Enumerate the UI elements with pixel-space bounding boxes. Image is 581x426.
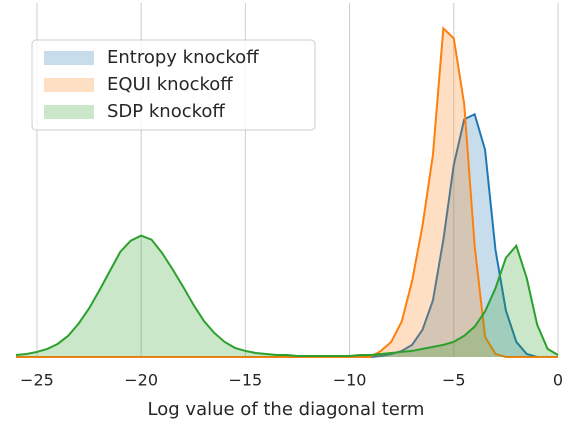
legend-swatch bbox=[44, 51, 94, 65]
legend-label: Entropy knockoff bbox=[107, 47, 259, 68]
legend-label: SDP knockoff bbox=[107, 101, 225, 122]
line bbox=[16, 26, 558, 358]
x-tick-label: 0 bbox=[553, 371, 563, 390]
x-tick-label: −10 bbox=[333, 371, 367, 390]
legend-swatch bbox=[44, 78, 94, 92]
legend-swatch bbox=[44, 105, 94, 119]
area bbox=[16, 28, 558, 357]
line bbox=[15, 234, 559, 357]
x-axis-label: Log value of the diagonal term bbox=[148, 399, 425, 420]
x-tick-label: −15 bbox=[228, 371, 262, 390]
legend-label: EQUI knockoff bbox=[107, 74, 233, 95]
x-tick-label: −20 bbox=[124, 371, 158, 390]
legend-box bbox=[31, 39, 316, 131]
area bbox=[16, 114, 558, 357]
area bbox=[16, 235, 558, 357]
x-tick-label: −25 bbox=[20, 371, 54, 390]
x-tick-label: −5 bbox=[442, 371, 466, 390]
